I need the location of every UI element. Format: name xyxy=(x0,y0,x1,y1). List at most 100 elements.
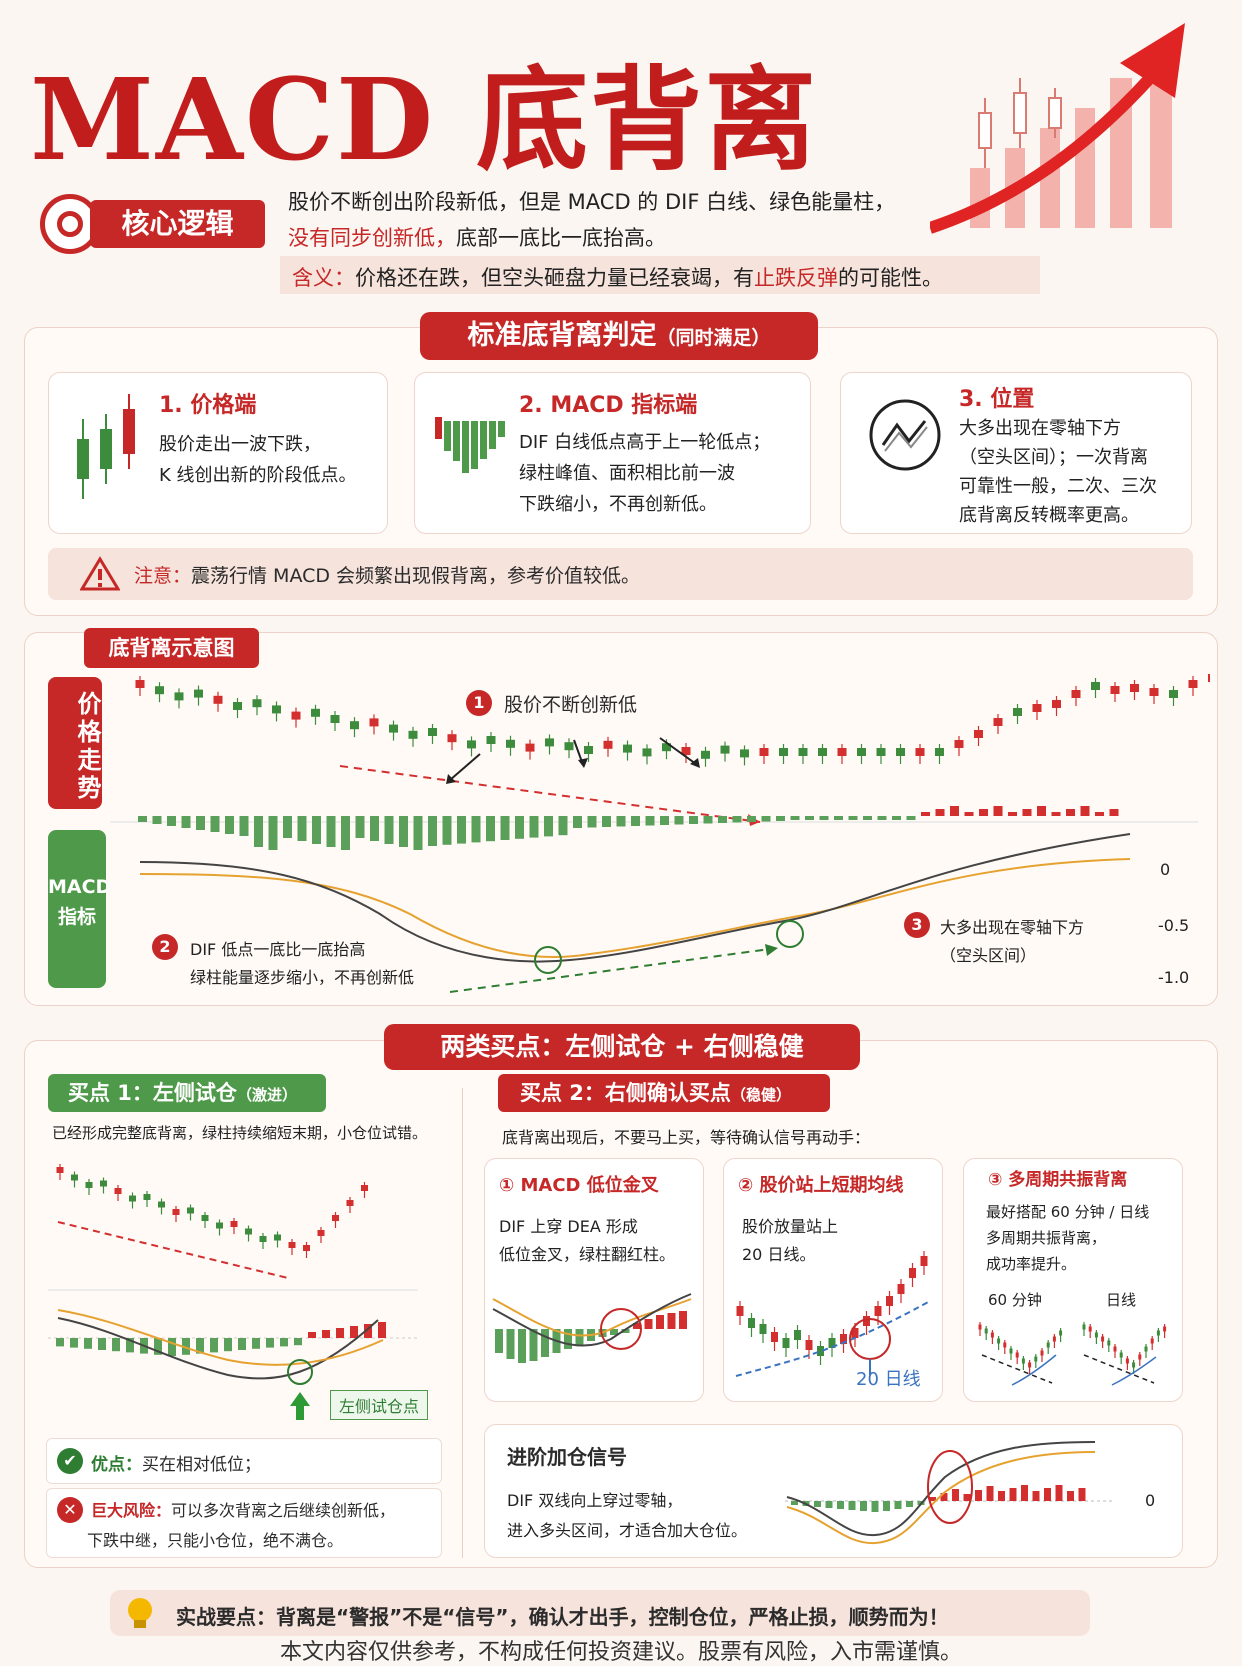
risk-text-1: 可以多次背离之后继续创新低， xyxy=(171,1501,396,1520)
histogram-bar xyxy=(929,1497,936,1501)
sub3-line-1: 最好搭配 60 分钟 / 日线 xyxy=(986,1203,1150,1221)
warning-text: 注意：震荡行情 MACD 会频繁出现假背离，参考价值较低。 xyxy=(134,561,640,588)
candle-body xyxy=(1149,688,1159,696)
card-macd-line-2: 绿柱峰值、面积相比前一波 xyxy=(519,463,735,484)
histogram-bar xyxy=(442,816,452,845)
histogram-bar xyxy=(644,1319,653,1329)
candle-body xyxy=(100,1180,107,1187)
histogram-bar xyxy=(1066,809,1075,816)
advanced-card: 进阶加仓信号 DIF 双线向上穿过零轴， 进入多头区间，才适合加大仓位。 0 xyxy=(484,1424,1183,1558)
candle-body xyxy=(428,728,437,736)
candle-body xyxy=(876,748,886,756)
candle-body xyxy=(794,1330,801,1340)
candle-body xyxy=(332,1215,339,1221)
left-buy-badge-sub: （激进） xyxy=(236,1086,297,1104)
core-logic-tag: 核心逻辑 xyxy=(40,194,265,254)
candle-body xyxy=(245,1228,252,1235)
candle-body xyxy=(346,1200,354,1206)
candle-body xyxy=(720,745,730,754)
annotation-2-line-1: DIF 低点一底比一底抬高 xyxy=(190,940,366,959)
meaning-bg xyxy=(280,256,1040,294)
histogram-bar xyxy=(283,816,292,838)
histogram-bar xyxy=(266,1338,274,1348)
histogram-bar xyxy=(341,816,350,850)
candle-body xyxy=(874,1306,882,1316)
histogram-bar xyxy=(297,816,307,841)
candle-body xyxy=(1082,1324,1086,1330)
tip-bar: 实战要点：背离是“警报”不是“信号”，确认才出手，控制仓位，严格止损，顺势而为！ xyxy=(110,1590,1090,1636)
candle-body xyxy=(851,1328,859,1338)
right-buy-desc: 底背离出现后，不要马上买，等待确认信号再动手： xyxy=(502,1128,871,1147)
candle-body xyxy=(85,1182,93,1188)
histogram-bar xyxy=(616,816,626,827)
meaning-end: 的可能性。 xyxy=(838,266,943,290)
histogram-bar xyxy=(138,816,147,822)
histogram-bar xyxy=(848,1501,856,1510)
candle-body xyxy=(1088,1326,1092,1332)
histogram-bar xyxy=(457,816,466,844)
annotation-2-badge: 2 xyxy=(152,934,178,960)
histogram-bar xyxy=(1009,1488,1017,1501)
ma20-line xyxy=(735,1300,931,1377)
tip-text: 实战要点：背离是“警报”不是“信号”，确认才出手，控制仓位，严格止损，顺势而为！ xyxy=(176,1601,949,1630)
warning-body: 震荡行情 MACD 会频繁出现假背离，参考价值较低。 xyxy=(191,565,641,587)
histogram-bar xyxy=(413,816,423,850)
candle-body xyxy=(623,744,632,753)
candle-body xyxy=(920,1256,928,1266)
sub-card-golden-cross: ① MACD 低位金叉 DIF 上穿 DEA 形成 低位金叉，绿柱翻红柱。 xyxy=(484,1158,704,1402)
candle-body xyxy=(1052,1336,1056,1342)
histogram-bar xyxy=(819,816,829,820)
candle-body xyxy=(1015,1352,1019,1358)
histogram-bar xyxy=(602,816,611,827)
histogram-bar xyxy=(952,1489,959,1501)
pro-text: 优点：买在相对低位； xyxy=(91,1450,261,1475)
candle-body xyxy=(1091,682,1100,690)
candle-body xyxy=(158,1201,165,1208)
histogram-bar xyxy=(1055,1485,1063,1501)
meaning-text: 价格还在跌，但空头砸盘力量已经衰竭，有 xyxy=(355,266,754,290)
candle-body xyxy=(230,1221,238,1227)
histogram-bar xyxy=(791,1501,798,1505)
core-line-2: 没有同步创新低，底部一底比一底抬高。 xyxy=(288,222,666,252)
histogram-bar xyxy=(1080,806,1090,816)
histogram-bar xyxy=(964,812,974,816)
histogram-bar xyxy=(894,1501,902,1509)
histogram-bar xyxy=(56,1338,64,1347)
candle-body xyxy=(135,680,145,688)
card-position-line-2: （空头区间）；一次背离 xyxy=(959,447,1148,468)
candle-body xyxy=(603,740,613,749)
histogram-bar xyxy=(84,1338,92,1349)
histogram-bar xyxy=(225,816,234,834)
candle-body xyxy=(748,1318,755,1328)
histogram-bar xyxy=(667,1313,676,1329)
candle-body xyxy=(974,730,983,738)
histogram-bar xyxy=(252,1338,260,1349)
candle-body xyxy=(303,1245,310,1251)
histogram-bar xyxy=(399,816,408,847)
candle-body xyxy=(935,748,944,756)
sub1-line-1: DIF 上穿 DEA 形成 xyxy=(499,1217,638,1236)
candle-body xyxy=(408,730,418,739)
histogram-bar xyxy=(998,1491,1005,1501)
lightbulb-icon xyxy=(128,1598,152,1628)
histogram-bar xyxy=(1095,812,1104,816)
histogram-bar xyxy=(98,1338,106,1350)
histogram-bar xyxy=(940,1493,948,1501)
tip-body: 背离是“警报”不是“信号”，确认才出手，控制仓位，严格止损，顺势而为！ xyxy=(276,1605,949,1629)
candle-body xyxy=(1040,1350,1044,1356)
candle-body xyxy=(817,1346,824,1356)
card-position-line-4: 底背离反转概率更高。 xyxy=(959,505,1139,526)
candle-body xyxy=(288,1242,296,1248)
histogram-bar xyxy=(825,1501,833,1508)
meaning-label: 含义： xyxy=(292,266,355,290)
candle-body xyxy=(361,1185,368,1191)
left-buy-badge-main: 买点 1：左侧试仓 xyxy=(68,1081,237,1105)
histogram-bar xyxy=(384,816,394,844)
histogram-bar xyxy=(238,1338,246,1350)
candle-body xyxy=(782,1338,790,1348)
candle-body xyxy=(56,1167,64,1173)
left-histogram xyxy=(56,1322,386,1356)
histogram-bar xyxy=(518,1329,526,1363)
right-buy-badge-sub: （稳健） xyxy=(730,1086,791,1104)
histogram-bar xyxy=(1051,812,1061,816)
